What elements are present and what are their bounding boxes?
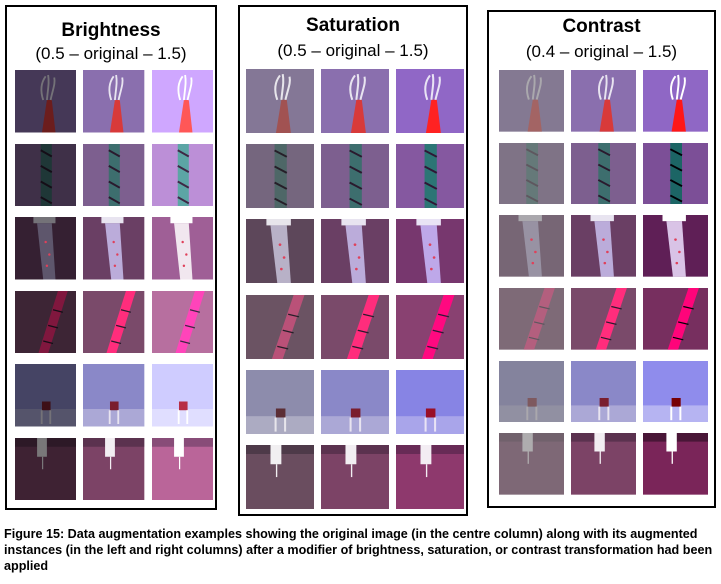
augmented-thumbnail-original	[571, 433, 636, 495]
augmented-thumbnail-high	[643, 288, 708, 350]
augmented-thumbnail-original	[83, 290, 145, 353]
augmented-thumbnail-original	[83, 217, 145, 280]
augmented-thumbnail-low	[15, 217, 77, 280]
augmented-thumbnail-high	[151, 217, 213, 280]
augmented-thumbnail-high	[151, 437, 213, 500]
augmented-thumbnail-high	[643, 360, 708, 423]
panel-range: (0.5 – original – 1.5)	[35, 44, 187, 63]
augmented-thumbnail-low	[499, 433, 564, 495]
augmented-thumbnail-high	[643, 70, 708, 132]
augmented-thumbnail-original	[321, 69, 389, 134]
augmented-thumbnail-original	[321, 294, 389, 359]
panel-brightness: Brightness (0.5 – original – 1.5)	[5, 5, 217, 510]
augmented-thumbnail-original	[83, 364, 145, 427]
thumbnail-grid	[15, 70, 213, 500]
augmented-thumbnail-low	[15, 143, 77, 206]
augmented-thumbnail-high	[151, 364, 213, 427]
augmented-thumbnail-original	[321, 444, 389, 509]
augmented-thumbnail-low	[246, 69, 314, 134]
augmented-thumbnail-original	[571, 70, 636, 132]
augmented-thumbnail-low	[246, 444, 314, 509]
augmented-thumbnail-original	[321, 369, 389, 434]
augmented-thumbnail-low	[499, 70, 564, 132]
augmented-thumbnail-low	[246, 144, 314, 209]
augmented-thumbnail-high	[396, 369, 464, 434]
augmented-thumbnail-original	[571, 215, 636, 277]
augmented-thumbnail-original	[571, 360, 636, 423]
augmented-thumbnail-original	[83, 437, 145, 500]
augmented-thumbnail-high	[396, 444, 464, 509]
augmented-thumbnail-high	[151, 143, 213, 206]
augmented-thumbnail-low	[499, 142, 564, 205]
thumbnail-grid	[499, 70, 708, 495]
augmented-thumbnail-low	[15, 437, 77, 500]
augmented-thumbnail-high	[643, 142, 708, 205]
augmented-thumbnail-high	[396, 294, 464, 359]
augmented-thumbnail-low	[15, 70, 77, 133]
panel-title: Brightness	[61, 20, 161, 41]
augmented-thumbnail-original	[571, 142, 636, 205]
panel-range: (0.4 – original – 1.5)	[525, 42, 678, 61]
panel-range: (0.5 – original – 1.5)	[277, 41, 429, 60]
augmented-thumbnail-low	[15, 290, 77, 353]
augmented-thumbnail-high	[396, 144, 464, 209]
figure-caption: Figure 15: Data augmentation examples sh…	[4, 527, 713, 573]
panel-title: Contrast	[562, 16, 641, 37]
augmented-thumbnail-original	[83, 70, 145, 133]
augmented-thumbnail-high	[396, 219, 464, 284]
augmented-thumbnail-high	[396, 69, 464, 134]
augmented-thumbnail-original	[571, 288, 636, 350]
augmented-thumbnail-high	[643, 433, 708, 495]
augmented-thumbnail-high	[151, 290, 213, 353]
augmented-thumbnail-original	[321, 219, 389, 284]
augmented-thumbnail-original	[83, 143, 145, 206]
augmented-thumbnail-original	[321, 144, 389, 209]
thumbnail-grid	[246, 69, 464, 509]
augmented-thumbnail-high	[643, 215, 708, 277]
panel-saturation: Saturation (0.5 – original – 1.5)	[238, 5, 468, 516]
augmented-thumbnail-low	[499, 215, 564, 277]
augmented-thumbnail-low	[15, 364, 77, 427]
panel-title: Saturation	[306, 15, 400, 36]
panel-contrast: Contrast (0.4 – original – 1.5)	[487, 10, 716, 508]
augmented-thumbnail-low	[246, 294, 314, 359]
augmented-thumbnail-low	[246, 369, 314, 434]
augmented-thumbnail-low	[499, 360, 564, 423]
augmented-thumbnail-low	[246, 219, 314, 284]
augmented-thumbnail-high	[151, 70, 213, 133]
augmented-thumbnail-low	[499, 288, 564, 350]
